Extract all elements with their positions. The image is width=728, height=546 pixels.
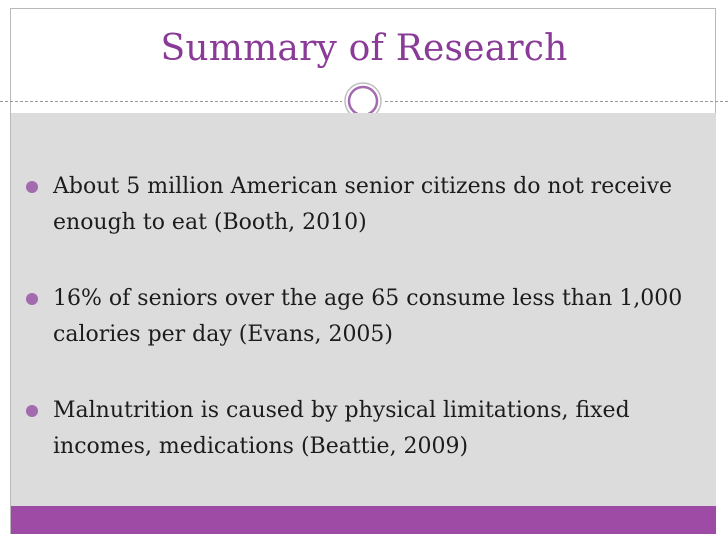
bullet-dot-icon xyxy=(26,405,38,417)
footer-accent-bar xyxy=(11,506,716,534)
bullet-text: Malnutrition is caused by physical limit… xyxy=(53,398,630,459)
bullet-dot-icon xyxy=(26,181,38,193)
content-area: About 5 million American senior citizens… xyxy=(11,113,716,506)
bullet-text: 16% of seniors over the age 65 consume l… xyxy=(53,286,683,347)
bullet-item: Malnutrition is caused by physical limit… xyxy=(11,393,716,465)
slide-title: Summary of Research xyxy=(160,28,568,69)
bullet-list: About 5 million American senior citizens… xyxy=(11,169,716,505)
bullet-item: 16% of seniors over the age 65 consume l… xyxy=(11,281,716,353)
bullet-item: About 5 million American senior citizens… xyxy=(11,169,716,241)
bullet-dot-icon xyxy=(26,293,38,305)
bullet-text: About 5 million American senior citizens… xyxy=(53,174,673,235)
